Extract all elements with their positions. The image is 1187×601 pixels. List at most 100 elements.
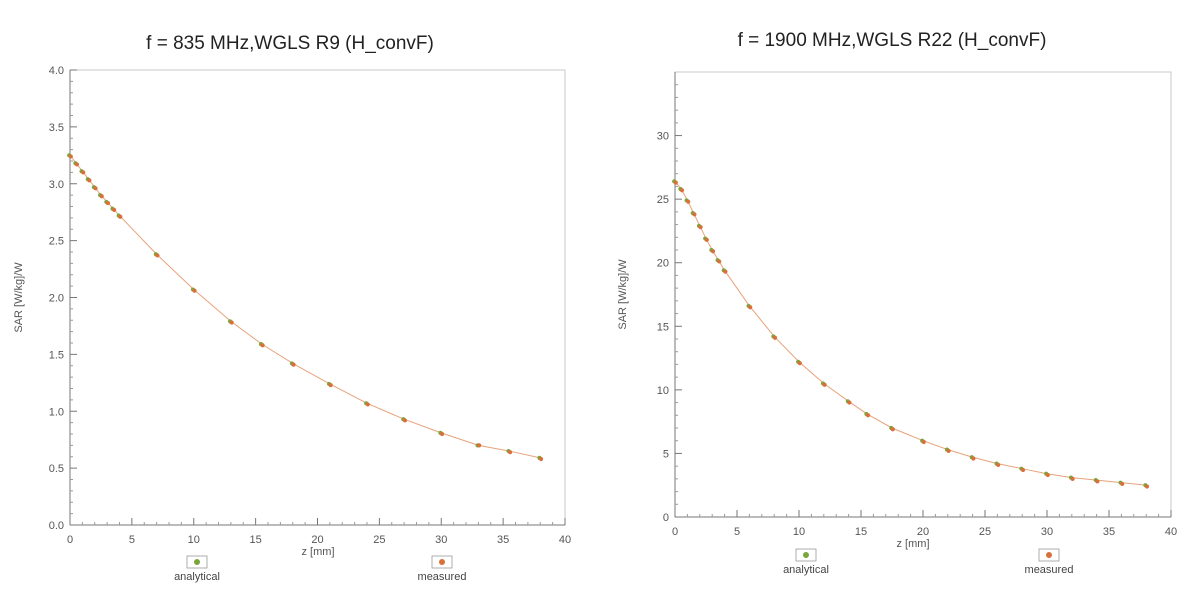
measured-point <box>538 456 544 462</box>
x-tick-label: 25 <box>979 526 991 538</box>
measured-point <box>68 154 73 159</box>
measured-point <box>291 362 296 367</box>
x-tick-label: 10 <box>188 534 200 546</box>
measured-point <box>717 259 722 264</box>
measured-point <box>710 249 716 254</box>
measured-point <box>704 237 709 242</box>
chart-title: f = 835 MHz,WGLS R9 (H_convF) <box>146 33 434 54</box>
analytical-curve <box>674 181 1147 486</box>
x-tick-label: 5 <box>734 526 740 538</box>
measured-point <box>99 194 104 199</box>
measured-point <box>1120 481 1125 487</box>
y-tick-label: 10 <box>657 385 669 397</box>
measured-point <box>686 199 691 204</box>
measured-point <box>890 427 895 432</box>
measured-point <box>87 178 92 183</box>
legend-label: measured <box>1025 564 1074 576</box>
y-tick-label: 15 <box>657 321 669 333</box>
y-tick-label: 25 <box>657 194 669 206</box>
y-tick-label: 1.0 <box>49 406 64 418</box>
chart-1900mhz-svg: f = 1900 MHz,WGLS R22 (H_convF) 0 5 10 15 20 2… <box>617 30 1177 576</box>
measured-point <box>260 343 265 348</box>
plot-frame <box>674 71 1172 518</box>
measured-point <box>921 439 926 445</box>
y-tick-label: 0 <box>663 512 669 524</box>
y-tick-label: 30 <box>657 131 669 143</box>
x-tick-label: 35 <box>1103 526 1115 538</box>
measured-point <box>797 361 802 366</box>
measured-point <box>105 200 111 206</box>
measured-point <box>1095 479 1100 484</box>
measured-point <box>81 170 86 175</box>
measured-point <box>229 320 234 325</box>
measured-point <box>118 214 123 219</box>
chart-835mhz: f = 835 MHz,WGLS R9 (H_convF) 0 5 10 15 20 25 3… <box>0 0 590 601</box>
measured-point <box>698 225 703 230</box>
chart-835mhz-svg: f = 835 MHz,WGLS R9 (H_convF) 0 5 10 15 20 25 3… <box>13 33 571 583</box>
x-tick-label: 10 <box>793 526 805 538</box>
x-tick-label: 5 <box>129 534 135 546</box>
legend-marker <box>194 559 200 565</box>
x-tick-label: 20 <box>917 526 929 538</box>
y-tick-label: 0.5 <box>49 463 64 475</box>
y-tick-label: 3.0 <box>49 179 64 191</box>
legend-marker <box>439 559 445 565</box>
x-tick-label: 0 <box>67 534 73 546</box>
y-tick-label: 3.5 <box>49 122 64 134</box>
legend-marker <box>1046 552 1052 558</box>
measured-point <box>1020 467 1026 473</box>
x-tick-label: 30 <box>435 534 447 546</box>
plot-frame <box>69 69 566 526</box>
x-tick-label: 20 <box>311 534 323 546</box>
measured-point <box>477 443 482 448</box>
measured-point <box>112 207 117 213</box>
x-tick-label: 15 <box>250 534 262 546</box>
measured-point <box>723 269 728 274</box>
x-tick-label: 35 <box>497 534 509 546</box>
y-tick-label: 2.5 <box>49 236 64 248</box>
measured-point <box>692 212 697 217</box>
measured-point <box>772 335 778 340</box>
measured-point <box>865 413 871 418</box>
measured-point <box>74 162 80 167</box>
measured-point <box>508 450 513 455</box>
x-axis-label: z [mm] <box>302 546 335 558</box>
measured-point <box>1144 484 1150 489</box>
measured-point <box>1045 472 1050 478</box>
measured-point <box>946 448 951 453</box>
x-tick-label: 40 <box>559 534 571 546</box>
measured-point <box>996 462 1001 467</box>
y-tick-label: 0.0 <box>49 520 64 532</box>
x-tick-label: 25 <box>373 534 385 546</box>
measured-point <box>679 188 685 193</box>
x-tick-label: 30 <box>1041 526 1053 538</box>
measured-point <box>365 402 370 407</box>
y-tick-label: 20 <box>657 258 669 270</box>
x-tick-label: 40 <box>1165 526 1177 538</box>
legend-label: measured <box>418 571 467 583</box>
measured-point <box>93 186 98 191</box>
y-tick-label: 1.5 <box>49 349 64 361</box>
measured-point <box>847 400 852 405</box>
legend-marker <box>803 552 809 558</box>
y-axis-label: SAR [W/kg]/W <box>617 259 629 330</box>
measured-point <box>673 180 678 185</box>
measured-point <box>439 431 445 437</box>
measured-point <box>748 305 753 310</box>
x-tick-label: 0 <box>672 526 678 538</box>
x-axis-label: z [mm] <box>897 538 930 550</box>
measured-point <box>328 382 333 388</box>
legend-label: analytical <box>174 571 220 583</box>
chart-1900mhz: f = 1900 MHz,WGLS R22 (H_convF) 0 5 10 15 20 2… <box>593 0 1187 601</box>
measured-point <box>1070 476 1075 481</box>
legend-label: analytical <box>783 564 829 576</box>
measured-point <box>402 418 408 423</box>
measured-point <box>155 253 160 258</box>
measured-point <box>192 288 197 293</box>
measured-point <box>822 382 827 387</box>
y-tick-label: 2.0 <box>49 293 64 305</box>
x-tick-label: 15 <box>855 526 867 538</box>
y-tick-label: 5 <box>663 448 669 460</box>
measured-point <box>971 456 976 461</box>
y-axis-label: SAR [W/kg]/W <box>13 262 25 333</box>
